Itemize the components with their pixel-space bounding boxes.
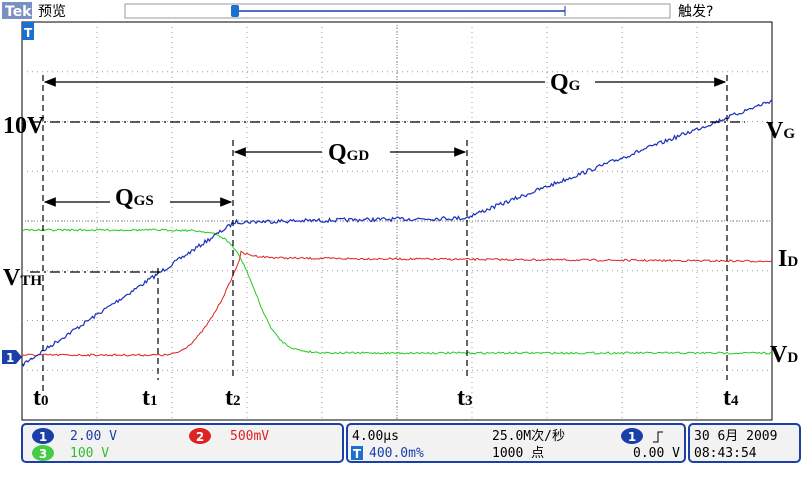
annotation-sub: 2 [233, 393, 241, 409]
annotation: VG [766, 118, 795, 144]
badge-label: 2 [196, 430, 204, 444]
annotation: t2 [225, 385, 241, 411]
annotation-sub: TH [20, 273, 42, 289]
trigger-slope [653, 431, 663, 443]
annotation-main: t [225, 385, 233, 411]
channel-panel [21, 423, 344, 463]
annotation-main: V [766, 118, 784, 144]
brand-box [2, 2, 32, 19]
annotation: t0 [33, 385, 49, 411]
annotation: QGD [328, 140, 369, 166]
status-text: 30 6月 2009 [694, 429, 777, 444]
annotation: ID [778, 246, 798, 272]
badge-label: T [353, 447, 362, 461]
clock-panel [688, 423, 801, 463]
annotation: VTH [3, 265, 42, 291]
trigger-marker: T [24, 26, 33, 40]
annotation: t1 [142, 385, 158, 411]
trigger-marker-box [22, 22, 34, 40]
annotation-sub: D [787, 350, 798, 366]
annotation-sub: 3 [465, 393, 473, 409]
annotation: VD [770, 342, 798, 368]
status-text: 25.0M次/秒 [492, 428, 565, 444]
annotation-sub: 1 [150, 393, 158, 409]
status-text: 2.00 V [70, 429, 117, 444]
mode: 预览 [38, 4, 66, 20]
annotation-main: t [142, 385, 150, 411]
annotation-sub: G [783, 126, 795, 142]
annotation: QGS [115, 185, 154, 211]
id-waveform [21, 250, 773, 357]
annotation: 10V [3, 113, 45, 139]
badge [351, 446, 363, 460]
badge [32, 428, 54, 444]
status-text: 1000 点 [492, 446, 544, 461]
status-text: 08:43:54 [694, 446, 757, 461]
annotation-main: t [33, 385, 41, 411]
status-text: 0.00 V [633, 446, 680, 461]
vg-waveform [21, 99, 773, 368]
badge [621, 428, 643, 444]
level-lines [30, 121, 745, 273]
badge-label: 1 [39, 430, 47, 444]
annotation: t3 [457, 385, 473, 411]
badge-label: 1 [628, 430, 636, 444]
status-text: 500mV [230, 429, 269, 444]
annotation-sub: 0 [41, 393, 49, 409]
status-text: 100 V [70, 446, 109, 461]
annotation-main: V [770, 342, 788, 368]
vd-waveform [21, 228, 773, 355]
trigger-pos-icon [231, 5, 239, 17]
annotation-sub: D [787, 254, 798, 270]
channel-marker: 1 [6, 351, 14, 365]
annotation: QG [550, 70, 581, 96]
badge [189, 428, 211, 444]
channel-marker-box [2, 350, 22, 364]
annotation-main: Q [328, 140, 347, 166]
annotation-main: t [457, 385, 465, 411]
timebase-panel [346, 423, 686, 463]
time-markers [42, 75, 728, 392]
annotation-main: t [723, 385, 731, 411]
annotation-main: V [3, 265, 21, 291]
annotation-sub: 4 [731, 393, 739, 409]
annotation-sub: GD [347, 148, 370, 164]
annotation-main: I [778, 246, 787, 272]
badge-label: 3 [39, 447, 47, 461]
graticule [22, 22, 772, 420]
annotation-sub: G [569, 78, 581, 94]
annotation-sub: GS [134, 193, 154, 209]
status-text: 400.0m% [369, 446, 424, 461]
annotation-main: Q [115, 185, 134, 211]
trigger-status: 触发? [678, 4, 713, 20]
status-text: 4.00µs [352, 429, 399, 444]
annotation-main: Q [550, 70, 569, 96]
badge [32, 445, 54, 461]
brand: Tek [5, 4, 32, 20]
charge-arrows [43, 77, 727, 207]
annotation: t4 [723, 385, 739, 411]
